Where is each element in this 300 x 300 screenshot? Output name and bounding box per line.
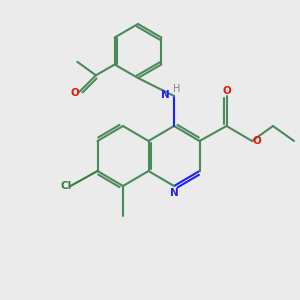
Text: O: O [223, 85, 232, 96]
Text: N: N [161, 89, 170, 100]
Text: N: N [169, 188, 178, 198]
Text: O: O [252, 136, 261, 146]
Text: H: H [173, 84, 181, 94]
Text: Cl: Cl [60, 181, 72, 191]
Text: O: O [71, 88, 80, 98]
